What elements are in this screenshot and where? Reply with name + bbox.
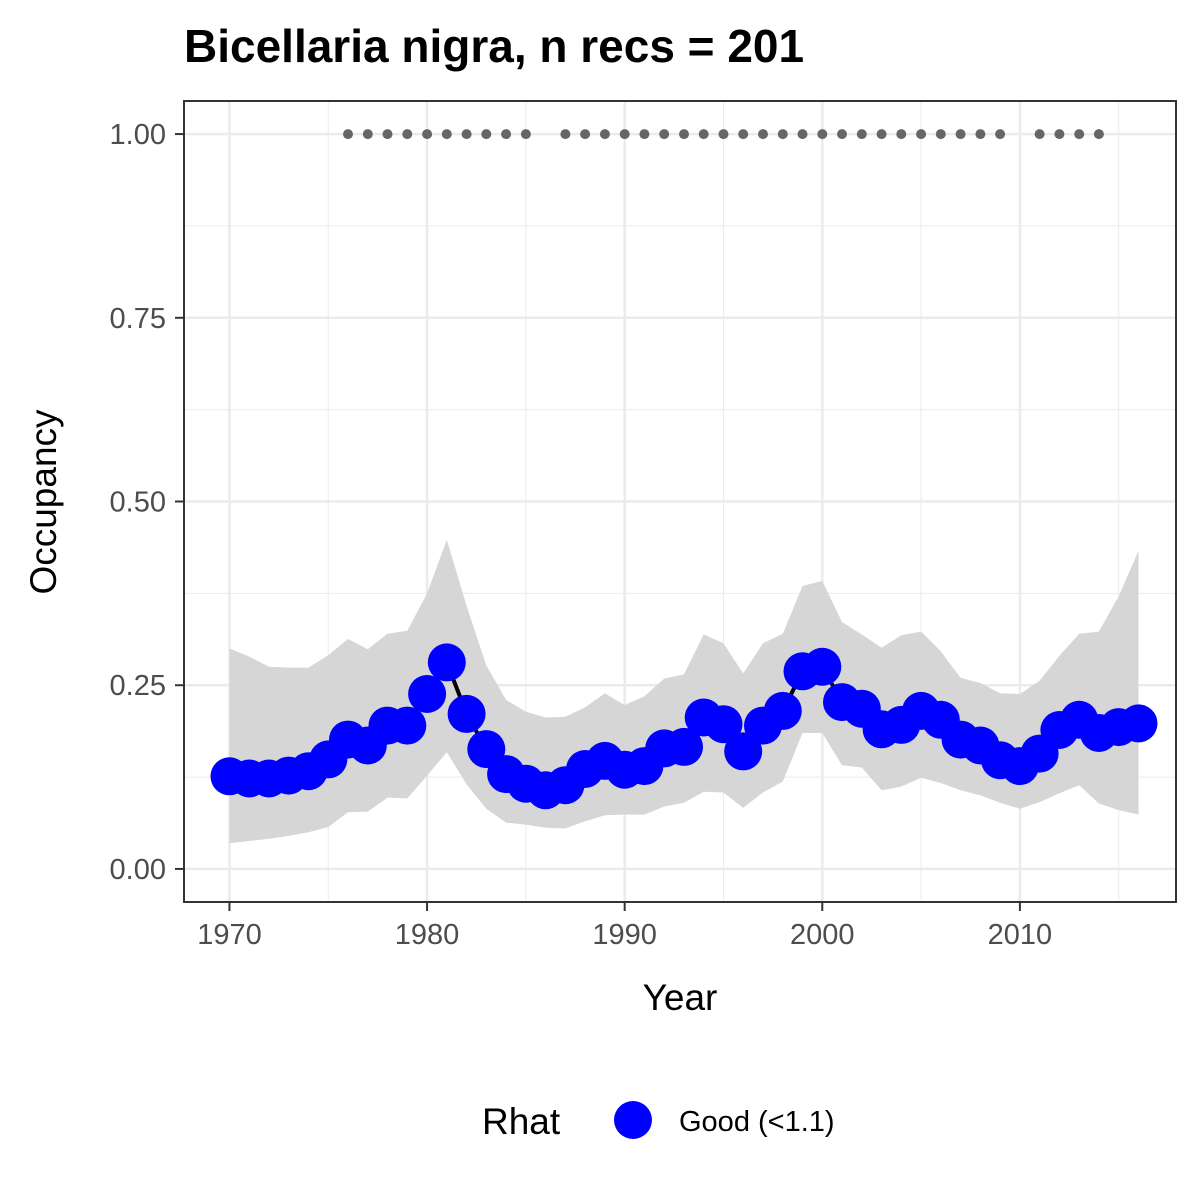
record-dot <box>916 129 927 140</box>
occupancy-point <box>665 727 703 766</box>
record-dot <box>876 129 887 140</box>
record-dot <box>461 129 472 140</box>
record-dot <box>797 129 808 140</box>
record-dot <box>817 129 828 140</box>
record-dot <box>1054 129 1065 140</box>
x-tick-label: 2000 <box>790 919 855 951</box>
record-dot <box>1093 129 1104 140</box>
legend: Rhat Good (<1.1) <box>482 1101 835 1142</box>
record-dot <box>777 129 788 140</box>
x-tick-label: 2010 <box>988 919 1053 951</box>
occupancy-point <box>388 706 427 745</box>
legend-label-good: Good (<1.1) <box>679 1106 835 1138</box>
occupancy-point <box>803 647 842 686</box>
y-axis-title: Occupancy <box>23 409 64 595</box>
record-dot <box>481 129 492 140</box>
record-dot <box>975 129 986 140</box>
axes: 1970 1980 1990 2000 2010 0.00 0.25 0.50 0.75 1.00 <box>110 119 1053 951</box>
confidence-ribbon-layer <box>229 539 1139 844</box>
record-dot <box>402 129 413 140</box>
y-tick-label: 0.75 <box>110 303 166 335</box>
record-dot <box>659 129 670 140</box>
record-dot <box>520 129 531 140</box>
record-dot <box>758 129 768 140</box>
record-dot <box>896 129 907 140</box>
record-dot <box>599 129 610 140</box>
record-dot <box>619 129 630 140</box>
x-tick-label: 1980 <box>395 919 460 951</box>
record-dot <box>560 129 571 140</box>
x-tick-label: 1990 <box>592 919 657 951</box>
record-dot <box>738 129 749 140</box>
record-dot <box>679 129 689 140</box>
legend-key-good <box>614 1101 652 1139</box>
record-dot <box>362 129 373 140</box>
record-dot <box>580 129 591 140</box>
record-dot <box>718 129 729 140</box>
confidence-ribbon <box>229 539 1139 844</box>
record-dot <box>639 129 650 140</box>
x-axis-title: Year <box>643 977 718 1018</box>
record-dot <box>837 129 847 140</box>
record-dot <box>935 129 946 140</box>
record-dot <box>1034 129 1045 140</box>
occupancy-point <box>427 643 466 682</box>
record-dot <box>955 129 966 140</box>
record-dot <box>422 129 433 140</box>
y-tick-label: 0.50 <box>110 487 166 519</box>
chart-title: Bicellaria nigra, n recs = 201 <box>184 20 804 72</box>
record-dot <box>995 129 1006 140</box>
record-dot <box>856 129 867 140</box>
record-dot <box>501 129 512 140</box>
record-years-layer <box>343 129 1104 140</box>
occupancy-point <box>408 675 447 713</box>
occupancy-point <box>447 694 486 733</box>
legend-title: Rhat <box>482 1101 561 1142</box>
record-dot <box>698 129 709 140</box>
occupancy-point <box>724 732 763 771</box>
y-tick-label: 0.00 <box>110 854 166 886</box>
record-dot <box>382 129 393 140</box>
occupancy-point <box>704 705 743 744</box>
occupancy-point <box>1119 704 1158 743</box>
y-tick-label: 1.00 <box>110 119 166 151</box>
y-tick-label: 0.25 <box>110 670 166 702</box>
occupancy-points-layer <box>210 643 1158 810</box>
x-tick-label: 1970 <box>197 919 262 951</box>
record-dot <box>1074 129 1085 140</box>
occupancy-point <box>763 691 802 730</box>
record-dot <box>343 129 353 140</box>
record-dot <box>441 129 452 140</box>
